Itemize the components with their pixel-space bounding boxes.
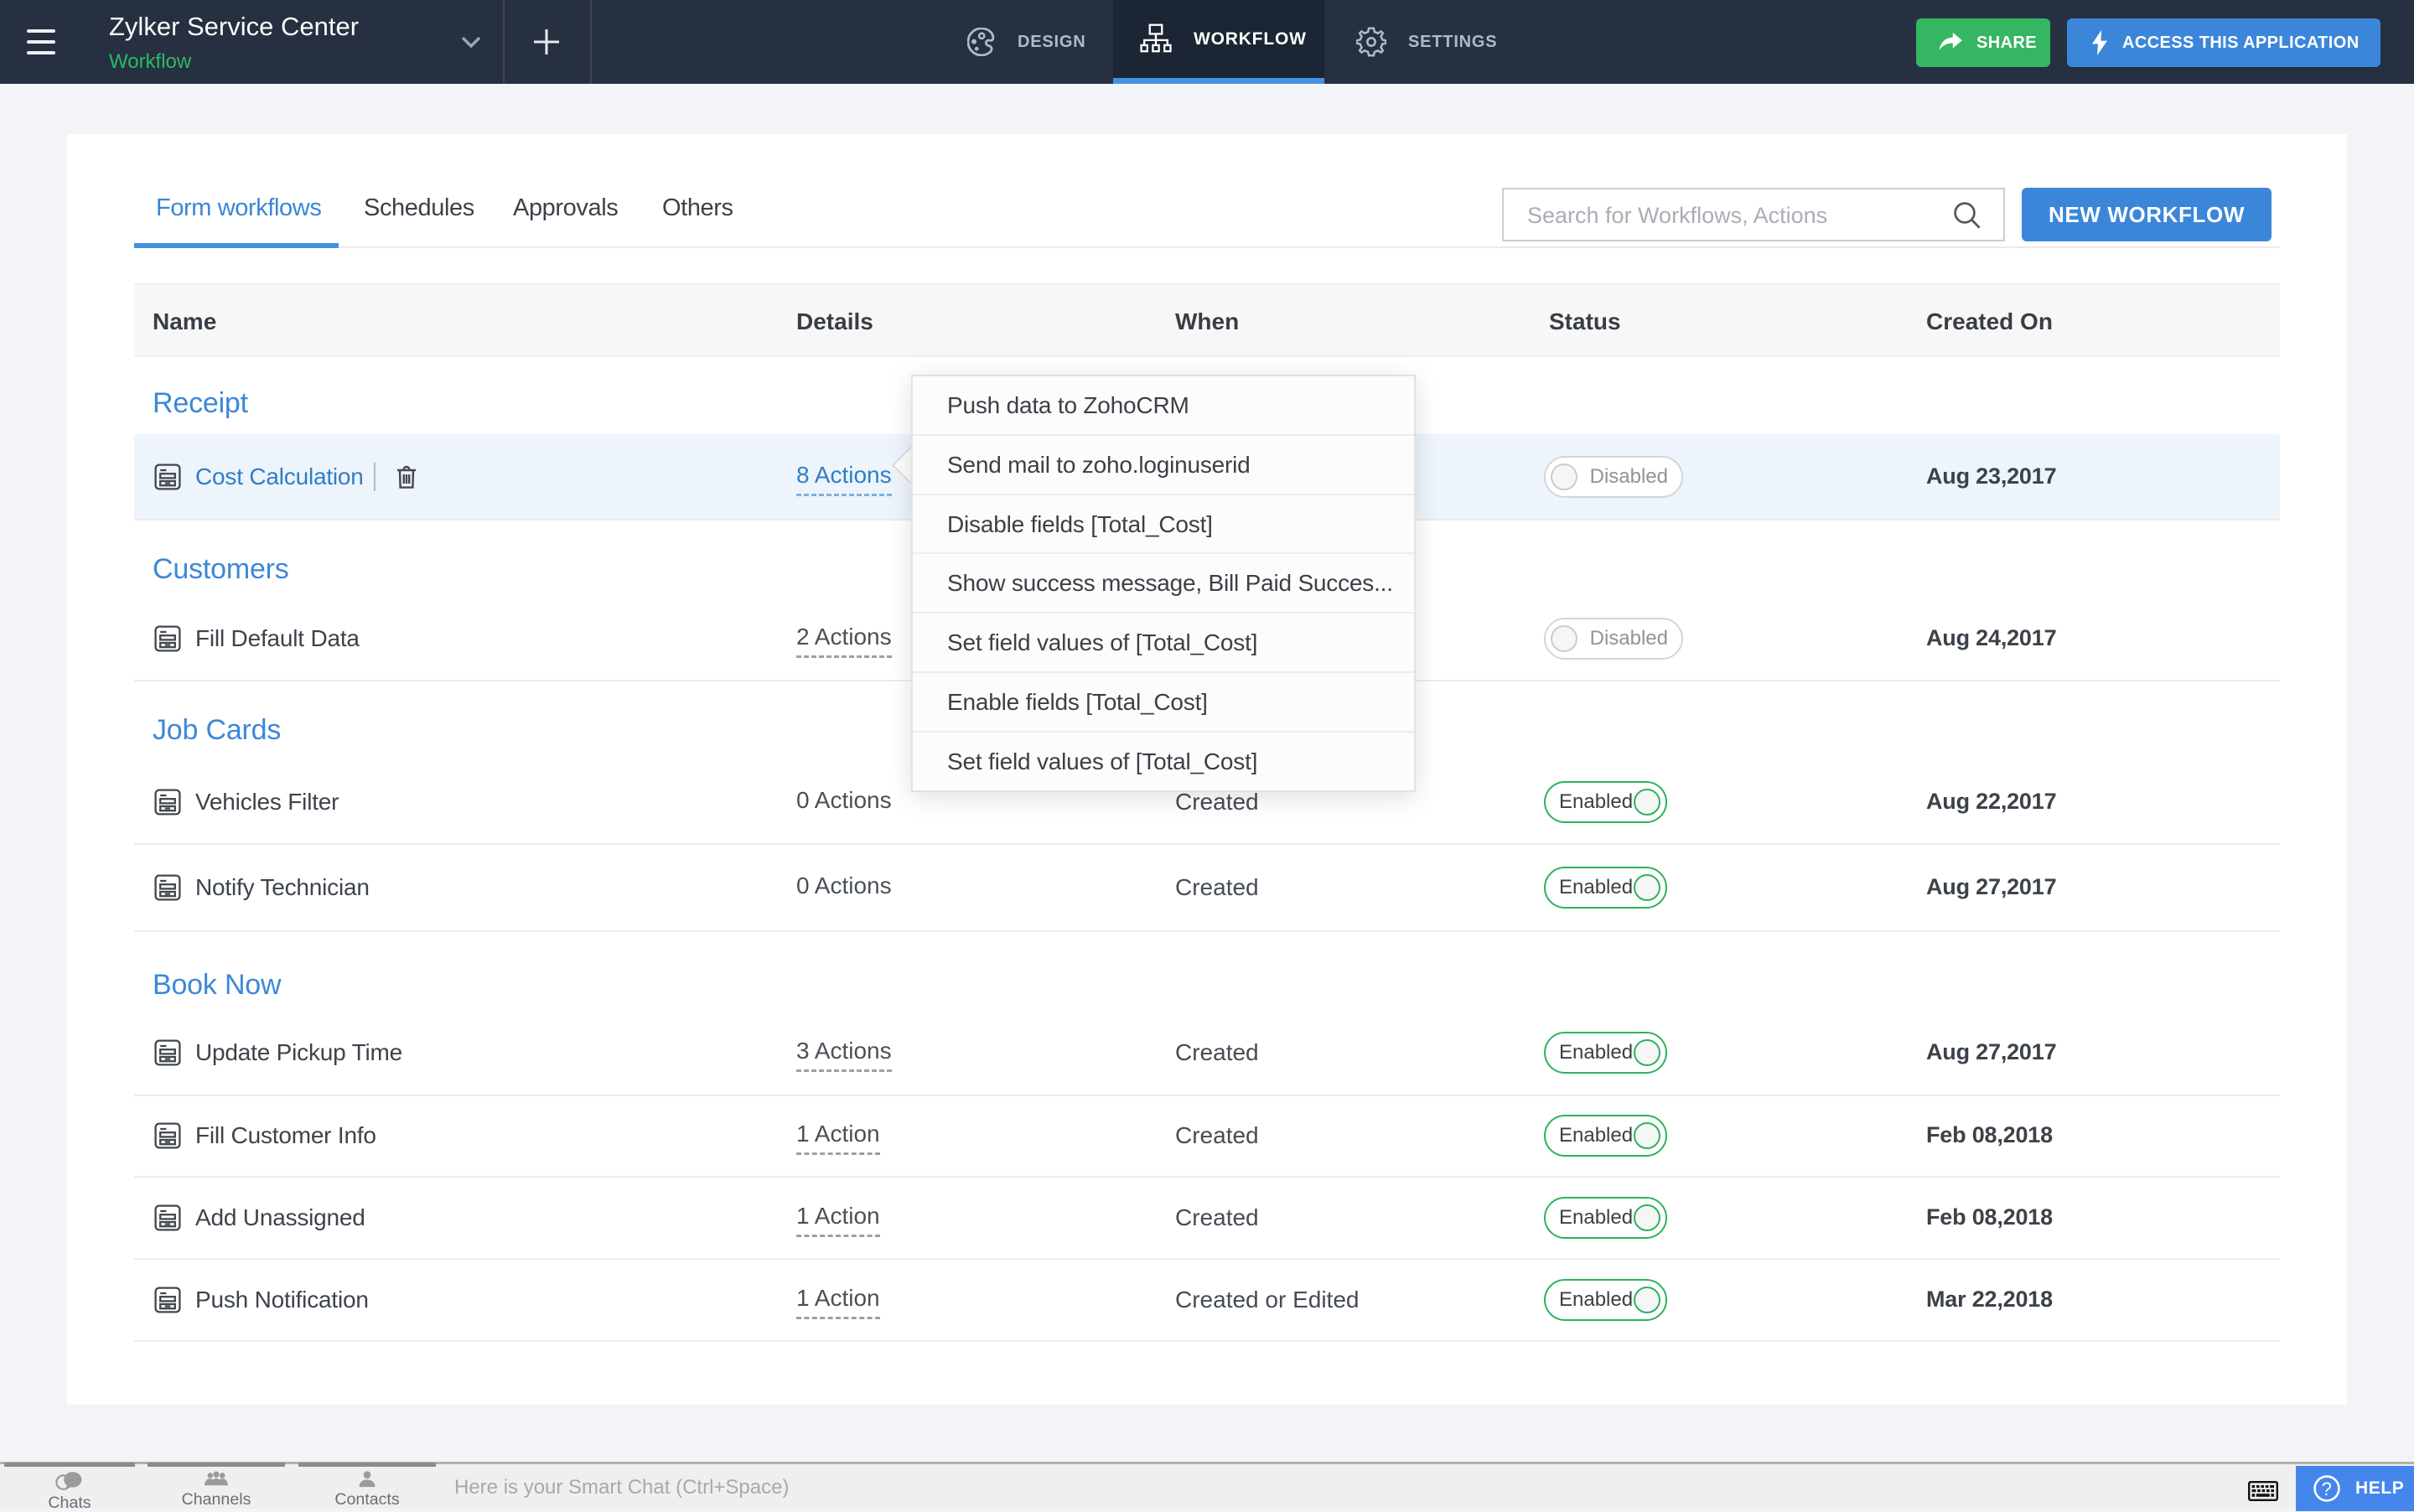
svg-text:?: ? xyxy=(2322,1478,2333,1499)
